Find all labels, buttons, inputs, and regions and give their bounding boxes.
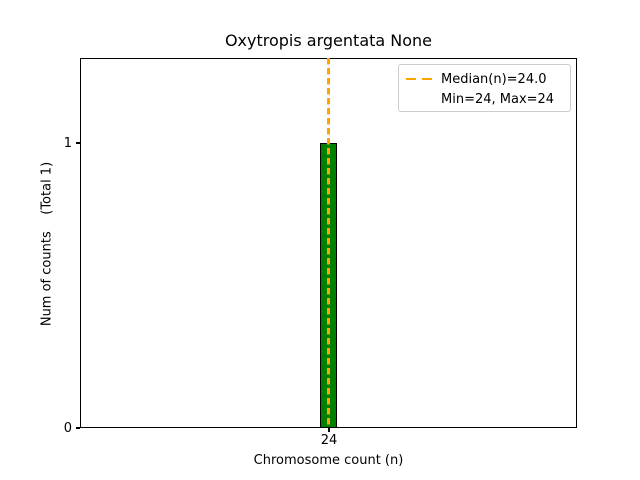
y-tick-label-1: 1 xyxy=(63,136,72,151)
dashed-line-icon xyxy=(406,77,432,81)
legend-empty-marker xyxy=(406,98,432,101)
median-line xyxy=(327,58,330,428)
y-tick-mark-1 xyxy=(76,142,80,144)
legend: Median(n)=24.0 Min=24, Max=24 xyxy=(398,64,571,112)
x-tick-mark-24 xyxy=(328,428,330,432)
legend-label-median: Median(n)=24.0 xyxy=(441,71,547,87)
legend-label-minmax: Min=24, Max=24 xyxy=(441,91,555,107)
y-axis-label: Num of counts (Total 1) xyxy=(39,161,55,327)
x-tick-label-24: 24 xyxy=(320,433,338,448)
legend-entry-minmax: Min=24, Max=24 xyxy=(406,89,564,109)
legend-entry-median: Median(n)=24.0 xyxy=(406,69,564,89)
y-tick-mark-0 xyxy=(76,427,80,429)
y-tick-label-0: 0 xyxy=(63,421,72,436)
chart-title: Oxytropis argentata None xyxy=(224,31,433,50)
x-axis-label: Chromosome count (n) xyxy=(253,453,404,468)
